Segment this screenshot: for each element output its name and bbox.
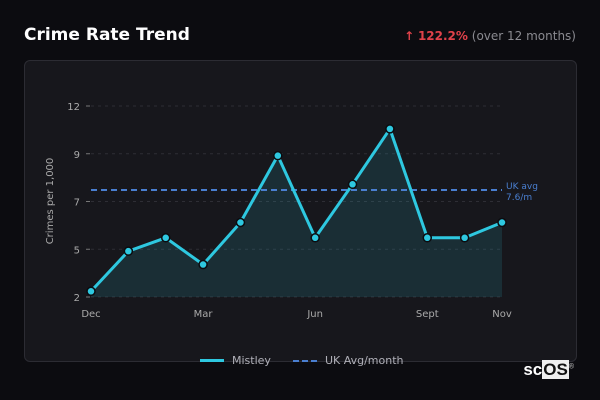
x-tick-label: Nov bbox=[492, 309, 512, 320]
legend-swatch-dashed bbox=[292, 359, 317, 362]
legend-label: Mistley bbox=[232, 354, 271, 367]
legend-item-mistley[interactable]: Mistley bbox=[200, 354, 271, 367]
x-tick-label: Mar bbox=[194, 309, 214, 320]
data-point bbox=[422, 233, 433, 243]
y-tick-label: 9 bbox=[74, 150, 80, 161]
x-tick-label: Jun bbox=[306, 309, 323, 320]
y-tick-label: 5 bbox=[74, 245, 80, 256]
series-area bbox=[91, 128, 502, 297]
change-percent: 122.2% bbox=[417, 29, 468, 43]
legend-swatch-solid bbox=[200, 359, 224, 362]
change-period: (over 12 months) bbox=[471, 29, 576, 43]
data-point bbox=[347, 179, 358, 190]
chart-title: Crime Rate Trend bbox=[24, 25, 190, 45]
data-point bbox=[86, 286, 96, 297]
y-tick-label: 7 bbox=[74, 198, 80, 209]
legend-item-uk-avg[interactable]: UK Avg/month bbox=[292, 354, 404, 367]
series-line-mistley bbox=[89, 127, 503, 293]
x-tick-label: Sept bbox=[416, 309, 439, 320]
y-tick-label: 12 bbox=[67, 102, 80, 113]
data-point bbox=[160, 233, 171, 243]
scos-logo: scOS® bbox=[523, 360, 574, 379]
arrow-up-icon: ↑ bbox=[404, 29, 415, 43]
data-point bbox=[310, 233, 320, 243]
legend-label: UK Avg/month bbox=[324, 354, 404, 367]
y-tick-label: 2 bbox=[74, 293, 80, 304]
uk-avg-label: UK avg bbox=[506, 182, 538, 192]
x-tick-label: Dec bbox=[81, 309, 100, 320]
data-point bbox=[273, 150, 283, 161]
data-point bbox=[123, 246, 134, 256]
uk-avg-value: 7.6/m bbox=[506, 193, 532, 203]
data-point bbox=[235, 217, 246, 228]
chart-card bbox=[24, 60, 577, 362]
legend: Mistley UK Avg/month bbox=[200, 354, 403, 367]
data-point bbox=[385, 124, 395, 134]
data-point bbox=[497, 217, 507, 228]
data-point bbox=[198, 259, 208, 270]
change-indicator: ↑ 122.2% (over 12 months) bbox=[404, 29, 576, 43]
data-point bbox=[459, 233, 470, 243]
y-axis-label: Crimes per 1,000 bbox=[45, 158, 56, 245]
